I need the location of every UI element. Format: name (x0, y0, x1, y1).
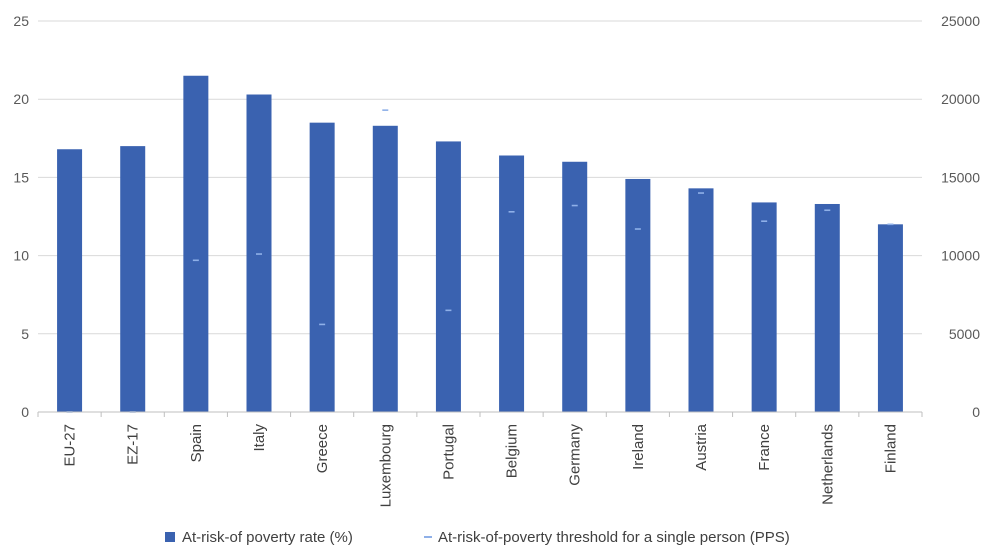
bar (562, 161, 588, 412)
x-category-label: Austria (693, 423, 710, 470)
y-left-tick-label: 20 (13, 91, 29, 107)
legend-swatch-poverty-rate (165, 532, 175, 542)
threshold-markers (66, 109, 894, 413)
x-category-label: Germany (567, 424, 584, 486)
y-left-tick-label: 0 (21, 404, 29, 420)
x-category-label: EU-27 (62, 424, 79, 467)
x-category-label: Luxembourg (377, 424, 394, 507)
bar-series (57, 75, 903, 413)
x-category-label: Greece (314, 424, 331, 473)
legend-label-threshold: At-risk-of-poverty threshold for a singl… (438, 529, 790, 546)
x-category-label: France (756, 424, 773, 471)
y-left-tick-label: 10 (13, 248, 29, 264)
bar (372, 125, 398, 413)
y-right-tick-label: 15000 (941, 169, 980, 185)
x-category-label: Netherlands (819, 424, 836, 505)
bar (120, 146, 146, 412)
bar (751, 202, 777, 412)
bar (814, 203, 840, 412)
y-right-tick-label: 0 (972, 404, 980, 420)
bar (57, 149, 83, 413)
y-right-tick-label: 20000 (941, 91, 980, 107)
x-category-label: Spain (188, 424, 205, 462)
axes: 0 5 10 15 20 25 0 5000 10000 15000 20000 25000 EU-27… (13, 13, 980, 507)
x-category-label: EZ-17 (125, 424, 142, 465)
legend-label-poverty-rate: At-risk-of poverty rate (%) (182, 529, 353, 546)
bar (435, 141, 461, 413)
y-right-tick-label: 10000 (941, 248, 980, 264)
x-category-label: Finland (882, 424, 899, 473)
y-left-tick-label: 5 (21, 326, 29, 342)
y-left-tick-label: 15 (13, 169, 29, 185)
x-category-label: Belgium (504, 424, 521, 478)
bar (183, 75, 209, 413)
legend: At-risk-of poverty rate (%) At-risk-of-p… (165, 529, 790, 546)
bar (877, 224, 903, 412)
bar (688, 188, 714, 412)
y-left-tick-label: 25 (13, 13, 29, 29)
bar (625, 178, 651, 412)
y-right-tick-label: 5000 (949, 326, 980, 342)
bar (309, 122, 335, 412)
x-category-label: Portugal (440, 424, 457, 480)
x-category-label: Italy (251, 424, 268, 452)
legend-swatch-threshold (424, 536, 432, 538)
x-category-label: Ireland (630, 424, 647, 470)
bar (499, 155, 525, 412)
gridlines (38, 20, 922, 335)
y-right-tick-label: 25000 (941, 13, 980, 29)
